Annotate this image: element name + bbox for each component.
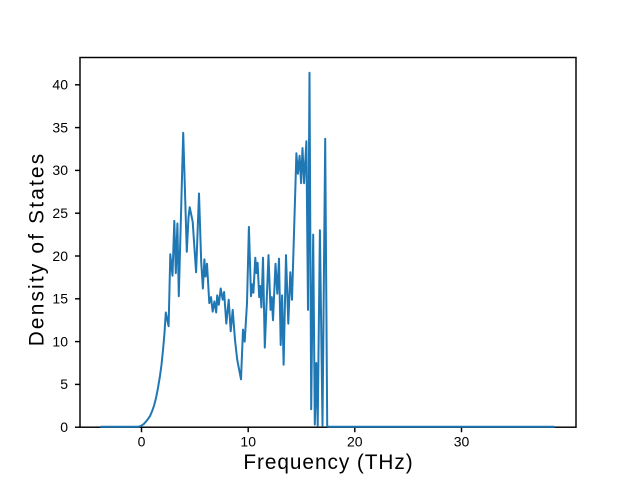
svg-text:10: 10 xyxy=(240,434,256,450)
svg-text:Density of States: Density of States xyxy=(26,152,49,347)
svg-text:Frequency (THz): Frequency (THz) xyxy=(243,451,413,474)
svg-text:20: 20 xyxy=(347,434,363,450)
svg-text:30: 30 xyxy=(454,434,470,450)
svg-text:0: 0 xyxy=(138,434,146,450)
svg-text:10: 10 xyxy=(52,333,68,349)
svg-text:15: 15 xyxy=(52,291,68,307)
svg-text:0: 0 xyxy=(60,419,68,435)
svg-text:30: 30 xyxy=(52,162,68,178)
svg-text:40: 40 xyxy=(52,77,68,93)
svg-text:5: 5 xyxy=(60,376,68,392)
svg-text:20: 20 xyxy=(52,248,68,264)
svg-text:35: 35 xyxy=(52,119,68,135)
svg-text:25: 25 xyxy=(52,205,68,221)
